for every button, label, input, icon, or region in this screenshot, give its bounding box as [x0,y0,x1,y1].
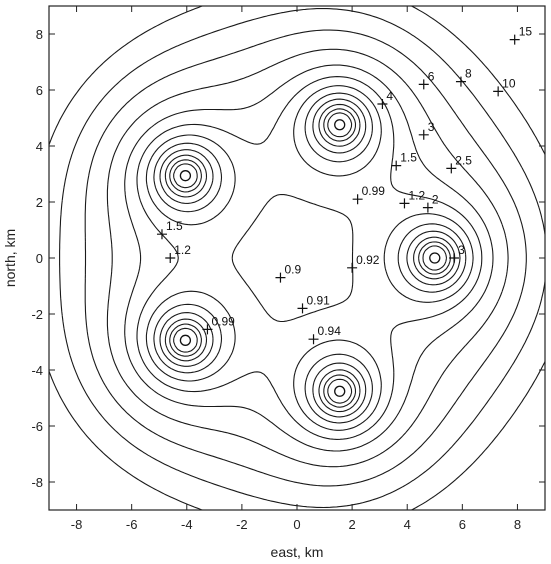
contour-label-15: 4 [386,89,393,103]
contour-line-3 [84,29,527,487]
contour-label-1: 0.9 [284,263,301,277]
contour-line-5 [124,64,494,452]
x-tick-label-6: 2 [348,517,355,532]
contour-label-marker-11 [422,202,433,213]
contour-line-7 [145,85,474,431]
y-tick-label-6: -2 [31,307,43,322]
contour-label-marker-4 [308,334,319,345]
station-marker-2 [334,119,346,131]
contour-label-marker-17 [455,76,466,87]
x-tick-label-3: -4 [181,517,193,532]
y-axis-label: north, km [2,229,18,287]
contour-line-1 [49,6,545,510]
contour-label-9: 1.2 [408,188,425,202]
contour-label-14: 3 [458,243,465,257]
y-tick-label-8: -6 [31,419,43,434]
x-tick-label-2: -6 [126,517,138,532]
contour-label-marker-16 [418,79,429,90]
contour-line-11 [169,108,451,408]
contour-label-marker-2 [297,303,308,314]
contour-label-marker-8 [165,253,176,263]
plot-area: 0.9 0.91 0.92 0.94 0.99 0.99 1.5 1.2 1.2 1.5 2 2.5 3… [49,6,545,510]
contour-label-marker-9 [399,198,410,209]
y-tick-label-4: 2 [36,195,43,210]
axis-ticks: -8 -6 -4 -2 0 2 4 6 8 8 6 4 2 0 -2 -4 -6 -8 [31,6,545,532]
contour-label-marker-1 [275,272,286,283]
contour-label-11: 2 [432,193,439,207]
station-marker-5 [334,385,346,397]
contour-label-2: 0.91 [307,293,331,307]
contour-group: 0.9 0.91 0.92 0.94 0.99 0.99 1.5 1.2 1.2 1.5 2 2.5 3… [49,6,545,510]
contour-line-2 [59,7,545,509]
contour-label-marker-14 [449,253,460,263]
contour-label-marker-5 [202,324,213,335]
contour-line-9 [159,98,461,418]
contour-line-6 [136,76,483,440]
y-tick-label-7: -4 [31,363,43,378]
contour-label-marker-3 [347,262,358,273]
contour-label-marker-19 [509,34,520,45]
x-axis-label: east, km [271,544,324,560]
contour-line-10 [164,103,456,413]
contour-label-3: 0.92 [356,253,380,267]
contour-label-5: 0.99 [211,314,235,328]
contour-label-marker-13 [418,129,429,140]
x-tick-label-9: 8 [514,517,521,532]
plot-frame [48,5,546,511]
station-marker-3 [179,170,192,182]
contour-line-8 [153,92,467,424]
contour-label-17: 8 [465,67,472,81]
y-tick-label-2: 6 [36,83,43,98]
x-tick-label-1: -8 [71,517,83,532]
x-tick-label-7: 4 [404,517,411,532]
station-marker-4 [179,334,192,346]
contour-label-marker-6 [352,194,363,205]
y-tick-label-3: 4 [36,139,43,154]
contour-label-12: 2.5 [455,153,472,167]
y-tick-label-1: 8 [36,27,43,42]
contour-line-12 [173,112,448,404]
contour-label-19: 15 [519,25,533,39]
contour-line-4 [106,48,509,468]
contour-label-marker-10 [391,160,402,171]
x-tick-label-5: 0 [293,517,300,532]
station-marker-1 [429,252,441,264]
contour-label-18: 10 [502,76,516,90]
contour-label-marker-12 [446,163,457,174]
contour-label-13: 3 [428,120,435,134]
y-tick-label-5: 0 [36,251,43,266]
contour-label-4: 0.94 [318,324,342,338]
contour-label-marker-7 [156,229,167,240]
contour-label-6: 0.99 [362,184,386,198]
contour-label-8: 1.2 [174,243,191,257]
contour-label-16: 6 [428,69,435,83]
x-tick-label-4: -2 [236,517,248,532]
contour-label-marker-15 [377,99,388,109]
contour-label-10: 1.5 [400,151,417,165]
contour-label-7: 1.5 [166,219,183,233]
y-tick-label-9: -8 [31,475,43,490]
contour-label-marker-18 [493,86,504,97]
x-tick-label-8: 6 [459,517,466,532]
